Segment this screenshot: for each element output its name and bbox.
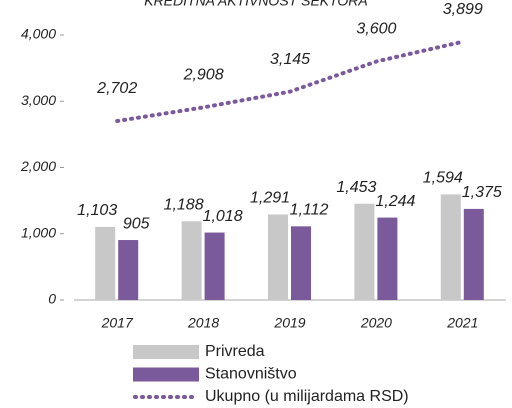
data-label: 1,594 bbox=[423, 170, 463, 187]
bar bbox=[440, 194, 461, 300]
data-label: 2,702 bbox=[96, 80, 137, 97]
legend-swatch bbox=[133, 345, 199, 359]
data-label: 3,600 bbox=[356, 21, 396, 38]
data-label: 3,145 bbox=[270, 51, 310, 68]
x-tick-label: 2020 bbox=[360, 315, 392, 331]
legend-label: Privreda bbox=[205, 343, 265, 360]
data-label: 1,453 bbox=[336, 179, 376, 196]
data-label: 1,018 bbox=[203, 208, 243, 225]
data-label: 1,291 bbox=[250, 190, 290, 207]
y-tick-label: 2,000 bbox=[20, 158, 56, 174]
bar bbox=[463, 208, 484, 300]
x-tick-label: 2017 bbox=[101, 315, 134, 331]
y-tick-label: 3,000 bbox=[21, 92, 56, 108]
bar bbox=[95, 226, 116, 300]
data-label: 1,244 bbox=[375, 193, 415, 210]
bar bbox=[118, 240, 139, 300]
legend-swatch bbox=[133, 367, 199, 382]
legend-label: Ukupno (u milijardama RSD) bbox=[205, 388, 409, 405]
legend-label: Stanovništvo bbox=[205, 366, 297, 383]
data-label: 1,112 bbox=[290, 202, 329, 219]
line bbox=[115, 39, 465, 123]
x-tick-label: 2018 bbox=[187, 315, 219, 331]
bar bbox=[268, 214, 288, 300]
data-label: 1,188 bbox=[164, 197, 204, 214]
bar bbox=[354, 203, 375, 300]
x-tick-label: 2019 bbox=[273, 315, 305, 331]
y-tick-label: 4,000 bbox=[21, 26, 56, 42]
bar bbox=[377, 217, 398, 300]
data-label: 2,908 bbox=[183, 67, 224, 84]
bar bbox=[204, 232, 225, 300]
chart-title: KREDITNA AKTIVNOST SEKTORA bbox=[144, 0, 368, 9]
y-tick-label: 1,000 bbox=[21, 224, 56, 240]
data-label: 1,375 bbox=[462, 184, 502, 201]
bar bbox=[181, 221, 202, 300]
bar bbox=[291, 226, 311, 300]
data-label: 905 bbox=[123, 215, 150, 232]
data-label: 1,103 bbox=[77, 202, 117, 219]
x-tick-label: 2021 bbox=[446, 315, 478, 331]
data-label: 3,899 bbox=[443, 1, 483, 18]
y-tick-label: 0 bbox=[48, 291, 56, 307]
